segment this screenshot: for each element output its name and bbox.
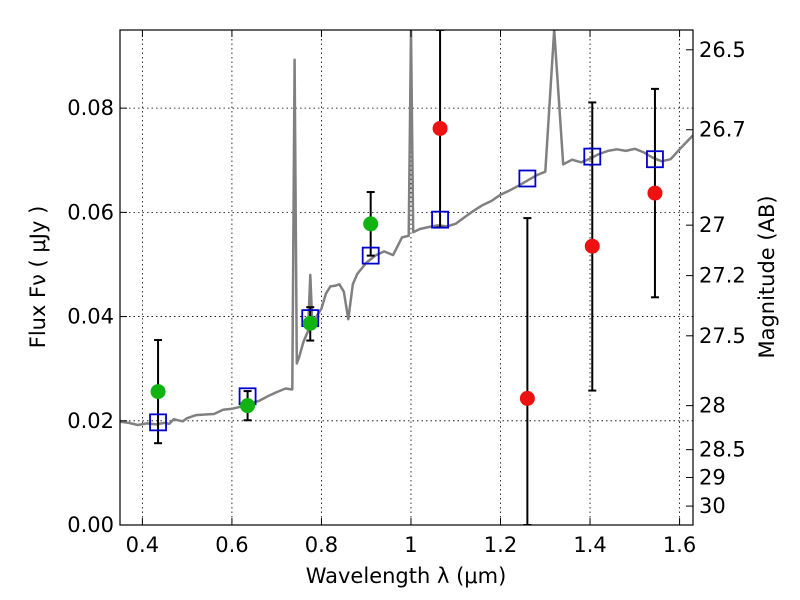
y-tick-label: 0.08	[67, 96, 114, 120]
x-tick-label: 1.6	[663, 533, 696, 557]
optical-point	[150, 384, 166, 400]
y2-tick-label: 28.5	[699, 438, 746, 462]
model-point	[646, 150, 664, 169]
model-point	[361, 246, 380, 265]
x-tick-label: 0.4	[126, 533, 159, 557]
nir-point	[519, 390, 535, 406]
plot-area	[120, 30, 693, 525]
y2-tick-label: 27	[699, 213, 726, 237]
model-point	[149, 413, 167, 432]
model-point	[431, 210, 449, 229]
sed-spectrum-line	[120, 30, 693, 427]
y-tick-label: 0.04	[67, 305, 114, 329]
optical-point	[302, 315, 318, 331]
model-point	[583, 147, 602, 166]
x-tick-label: 0.6	[215, 533, 248, 557]
y2-tick-label: 28	[699, 394, 726, 418]
x-axis-label: Wavelength λ (μm)	[306, 564, 507, 588]
plot-frame	[119, 29, 694, 526]
nir-point	[432, 120, 448, 136]
y2-tick-label: 27.5	[699, 324, 746, 348]
y-tick-label: 0.00	[67, 513, 114, 537]
y2-tick-label: 26.7	[699, 118, 746, 142]
y-axis-ticks: 0.00 0.02 0.04 0.06 0.08	[67, 96, 127, 537]
optical-point	[363, 216, 379, 232]
y2-tick-label: 29	[699, 465, 726, 489]
y2-axis-label: Magnitude (AB)	[755, 195, 779, 358]
y2-axis-ticks: 26.5 26.7 27 27.2 27.5 28 28.5 29 30	[686, 38, 746, 518]
y2-tick-label: 30	[699, 494, 726, 518]
optical-points	[150, 216, 379, 414]
y2-tick-label: 27.2	[699, 264, 746, 288]
grid-lines	[120, 30, 693, 526]
error-bars	[154, 30, 659, 525]
y-axis-label: Flux Fν ( μJy )	[26, 206, 50, 349]
x-tick-label: 1	[404, 533, 417, 557]
y-tick-label: 0.02	[67, 409, 114, 433]
nir-point	[647, 185, 663, 201]
y-tick-label: 0.06	[67, 200, 114, 224]
x-tick-label: 1.2	[484, 533, 517, 557]
optical-point	[240, 398, 256, 414]
x-tick-label: 1.4	[573, 533, 606, 557]
model-point	[518, 169, 537, 188]
y2-tick-label: 26.5	[699, 38, 746, 62]
nir-point	[584, 238, 600, 254]
nir-points	[432, 120, 663, 406]
x-axis-ticks: 0.4 0.6 0.8 1 1.2 1.4 1.6	[126, 30, 696, 557]
model-points	[149, 147, 664, 432]
x-tick-label: 0.8	[305, 533, 338, 557]
